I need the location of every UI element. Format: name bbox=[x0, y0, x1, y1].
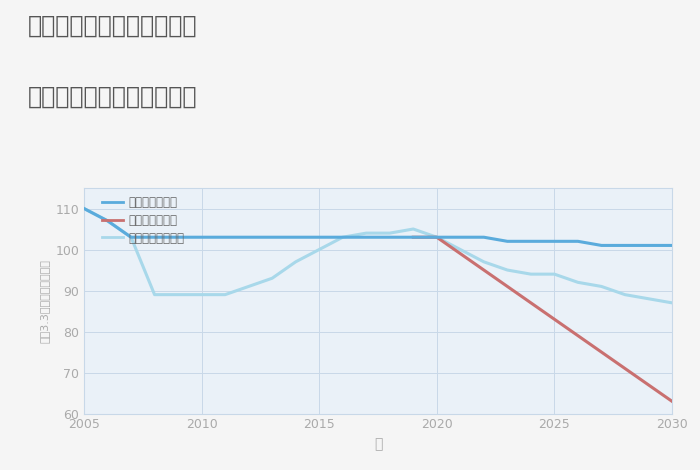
ノーマルシナリオ bbox=[456, 247, 465, 252]
ノーマルシナリオ bbox=[362, 230, 370, 236]
グッドシナリオ bbox=[104, 218, 112, 224]
ノーマルシナリオ bbox=[291, 259, 300, 265]
ノーマルシナリオ bbox=[621, 292, 629, 298]
Y-axis label: 平（3.3㎡）単価（万円）: 平（3.3㎡）単価（万円） bbox=[40, 259, 50, 343]
Text: 中古マンションの価格推移: 中古マンションの価格推移 bbox=[28, 85, 197, 109]
ノーマルシナリオ bbox=[433, 235, 441, 240]
Text: 奈良県吉野郡天川村洞川の: 奈良県吉野郡天川村洞川の bbox=[28, 14, 197, 38]
グッドシナリオ bbox=[503, 238, 512, 244]
ノーマルシナリオ bbox=[221, 292, 230, 298]
ノーマルシナリオ bbox=[597, 283, 606, 289]
グッドシナリオ bbox=[550, 238, 559, 244]
グッドシナリオ bbox=[80, 206, 88, 212]
グッドシナリオ bbox=[480, 235, 488, 240]
グッドシナリオ bbox=[574, 238, 582, 244]
グッドシナリオ bbox=[127, 235, 135, 240]
ノーマルシナリオ bbox=[244, 283, 253, 289]
バッドシナリオ bbox=[668, 399, 676, 404]
バッドシナリオ bbox=[433, 235, 441, 240]
グッドシナリオ bbox=[433, 235, 441, 240]
Line: グッドシナリオ: グッドシナリオ bbox=[84, 209, 672, 245]
グッドシナリオ bbox=[409, 235, 417, 240]
グッドシナリオ bbox=[644, 243, 652, 248]
グッドシナリオ bbox=[150, 235, 159, 240]
バッドシナリオ bbox=[409, 235, 417, 240]
ノーマルシナリオ bbox=[174, 292, 182, 298]
ノーマルシナリオ bbox=[104, 218, 112, 224]
ノーマルシナリオ bbox=[550, 271, 559, 277]
グッドシナリオ bbox=[597, 243, 606, 248]
グッドシナリオ bbox=[621, 243, 629, 248]
Line: ノーマルシナリオ: ノーマルシナリオ bbox=[84, 209, 672, 303]
ノーマルシナリオ bbox=[127, 235, 135, 240]
グッドシナリオ bbox=[668, 243, 676, 248]
ノーマルシナリオ bbox=[197, 292, 206, 298]
ノーマルシナリオ bbox=[526, 271, 535, 277]
ノーマルシナリオ bbox=[503, 267, 512, 273]
Line: バッドシナリオ: バッドシナリオ bbox=[413, 237, 672, 401]
Legend: グッドシナリオ, バッドシナリオ, ノーマルシナリオ: グッドシナリオ, バッドシナリオ, ノーマルシナリオ bbox=[102, 196, 185, 244]
グッドシナリオ bbox=[456, 235, 465, 240]
X-axis label: 年: 年 bbox=[374, 437, 382, 451]
グッドシナリオ bbox=[526, 238, 535, 244]
ノーマルシナリオ bbox=[409, 226, 417, 232]
ノーマルシナリオ bbox=[668, 300, 676, 306]
ノーマルシナリオ bbox=[386, 230, 394, 236]
ノーマルシナリオ bbox=[644, 296, 652, 302]
ノーマルシナリオ bbox=[150, 292, 159, 298]
ノーマルシナリオ bbox=[268, 275, 277, 281]
ノーマルシナリオ bbox=[480, 259, 488, 265]
ノーマルシナリオ bbox=[315, 247, 323, 252]
ノーマルシナリオ bbox=[339, 235, 347, 240]
ノーマルシナリオ bbox=[80, 206, 88, 212]
ノーマルシナリオ bbox=[574, 280, 582, 285]
